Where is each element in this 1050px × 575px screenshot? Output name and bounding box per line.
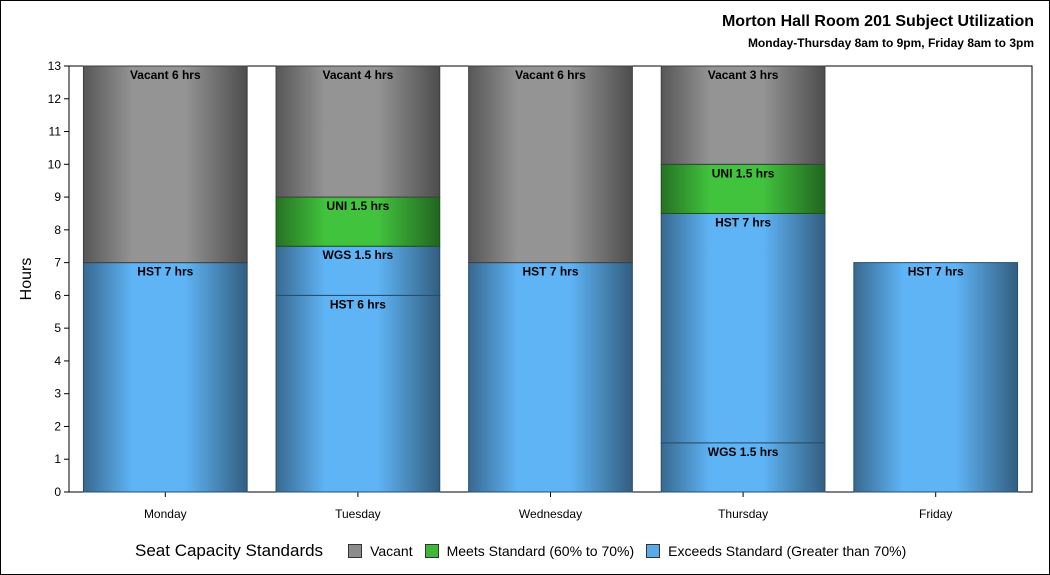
y-tick-label: 7 xyxy=(54,256,61,270)
y-tick-label: 11 xyxy=(49,125,62,139)
bar-segment-label: UNI 1.5 hrs xyxy=(327,199,390,213)
y-tick-label: 10 xyxy=(48,157,62,171)
bar-thursday: WGS 1.5 hrs HST 7 hrs UNI 1.5 hrs Vacant 3 … xyxy=(660,65,826,493)
bar-segment-label: HST 7 hrs xyxy=(522,265,578,279)
y-tick-label: 13 xyxy=(48,59,62,73)
bar-segment-meets xyxy=(275,196,441,247)
bar-segment-exceeds xyxy=(660,212,826,444)
bar-wednesday: HST 7 hrs Vacant 6 hrs xyxy=(468,65,633,493)
bar-segment-label: Vacant 4 hrs xyxy=(323,68,394,82)
bar-segment-exceeds xyxy=(82,262,248,493)
chart-subtitle: Monday-Thursday 8am to 9pm, Friday 8am t… xyxy=(747,36,1034,50)
legend-title: Seat Capacity Standards xyxy=(135,541,324,560)
bar-segment-vacant xyxy=(468,65,633,264)
bar-segment-exceeds xyxy=(468,262,633,493)
chart-title: Morton Hall Room 201 Subject Utilization xyxy=(721,13,1034,30)
bar-segment-exceeds xyxy=(275,245,441,296)
legend: Seat Capacity Standards Vacant Meets Sta… xyxy=(135,541,918,561)
bar-segment-label: HST 7 hrs xyxy=(908,265,964,279)
y-tick-label: 9 xyxy=(54,190,61,204)
bar-segment-label: HST 7 hrs xyxy=(137,265,193,279)
y-tick-label: 4 xyxy=(54,354,61,368)
bar-monday: HST 7 hrs Vacant 6 hrs xyxy=(82,65,248,493)
bar-friday: HST 7 hrs xyxy=(853,262,1019,493)
bar-tuesday: HST 6 hrs WGS 1.5 hrs UNI 1.5 hrs Vacant 4 … xyxy=(275,65,441,493)
x-tick-label: Wednesday xyxy=(519,507,582,521)
bar-segment-label: WGS 1.5 hrs xyxy=(708,445,779,459)
bar-segment-exceeds xyxy=(275,294,441,493)
bar-segment-label: UNI 1.5 hrs xyxy=(712,166,775,180)
bar-segment-label: WGS 1.5 hrs xyxy=(323,248,394,262)
bar-segment-label: HST 7 hrs xyxy=(715,215,771,229)
bar-segment-vacant xyxy=(275,65,441,198)
bars: HST 7 hrs Vacant 6 hrs HST 6 hrs WGS 1.5 hr… xyxy=(82,65,1019,493)
y-tick-label: 5 xyxy=(54,321,61,335)
bar-segment-label: Vacant 6 hrs xyxy=(515,68,586,82)
x-tick-label: Monday xyxy=(144,507,187,521)
bar-segment-exceeds xyxy=(853,262,1019,493)
x-tick-label: Tuesday xyxy=(335,507,381,521)
legend-item-vacant: Vacant xyxy=(348,543,413,559)
bar-segment-vacant xyxy=(82,65,248,264)
legend-label-vacant: Vacant xyxy=(370,543,413,559)
bar-segment-exceeds xyxy=(660,442,826,493)
bar-segment-label: Vacant 3 hrs xyxy=(708,68,779,82)
legend-swatch-meets xyxy=(424,544,439,558)
y-tick-label: 6 xyxy=(54,288,61,302)
legend-swatch-exceeds xyxy=(646,544,661,558)
y-axis-label: Hours xyxy=(18,258,35,301)
y-tick-label: 8 xyxy=(54,223,61,237)
y-tick-label: 1 xyxy=(54,452,61,466)
x-tick-label: Thursday xyxy=(718,507,768,521)
x-tick-label: Friday xyxy=(919,507,952,521)
legend-label-meets: Meets Standard (60% to 70%) xyxy=(446,543,635,559)
bar-segment-label: Vacant 6 hrs xyxy=(130,68,201,82)
y-tick-label: 0 xyxy=(54,485,61,499)
y-tick-label: 12 xyxy=(48,92,62,106)
y-tick-label: 3 xyxy=(54,387,61,401)
y-tick-label: 2 xyxy=(54,419,61,433)
x-axis: Monday Tuesday Wednesday Thursday Friday xyxy=(144,492,952,521)
bar-segment-label: HST 6 hrs xyxy=(330,297,386,311)
legend-item-exceeds: Exceeds Standard (Greater than 70%) xyxy=(646,543,906,559)
legend-label-exceeds: Exceeds Standard (Greater than 70%) xyxy=(668,543,907,559)
legend-swatch-vacant xyxy=(348,544,363,558)
legend-item-meets: Meets Standard (60% to 70%) xyxy=(424,543,635,559)
bar-segment-vacant xyxy=(660,65,826,165)
